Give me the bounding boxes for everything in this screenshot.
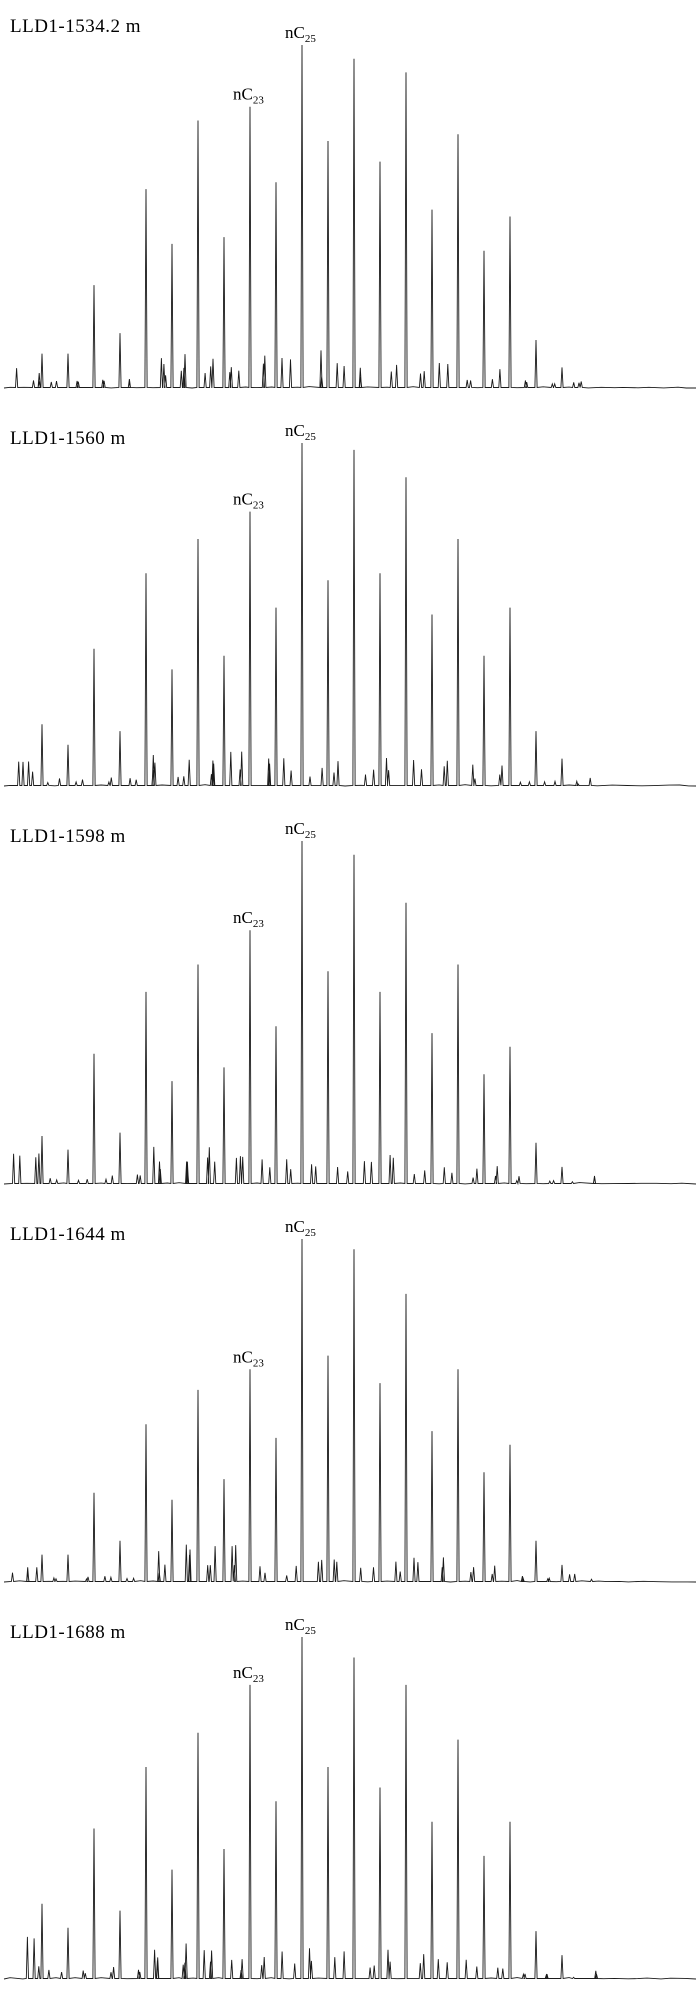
peak-annotation-nC25: nC25 (285, 1217, 316, 1239)
trace-line (3, 44, 696, 389)
chromatogram-panel: nC23 nC25 LLD1-1688 m (0, 1592, 700, 1989)
chromatogram-trace: nC23 nC25 (3, 421, 697, 787)
sample-depth-label: LLD1-1560 m (10, 428, 126, 449)
chromatogram-trace: nC23 nC25 (3, 23, 696, 389)
peak-annotation-nC25: nC25 (285, 1615, 316, 1637)
peak-annotation-nC23: nC23 (233, 1663, 264, 1685)
sample-depth-label: LLD1-1598 m (10, 826, 126, 847)
peak-annotation-nC23: nC23 (233, 1347, 264, 1369)
peak-annotation-nC23: nC23 (233, 490, 264, 512)
sample-depth-label: LLD1-1688 m (10, 1622, 126, 1643)
sample-depth-label: LLD1-1644 m (10, 1224, 126, 1245)
trace-line (3, 1238, 697, 1583)
chromatogram-panel: nC23 nC25 LLD1-1598 m (0, 796, 700, 1194)
chromatogram-panel: nC23 nC25 LLD1-1534.2 m (0, 0, 700, 398)
chromatogram-trace: nC23 nC25 (3, 1217, 697, 1583)
chromatogram-panel: nC23 nC25 LLD1-1560 m (0, 398, 700, 796)
peak-annotation-nC25: nC25 (285, 23, 316, 45)
trace-line (3, 1636, 697, 1980)
chromatogram-panel: nC23 nC25 LLD1-1644 m (0, 1194, 700, 1592)
peak-annotation-nC25: nC25 (285, 819, 316, 841)
peak-annotation-nC23: nC23 (233, 908, 264, 930)
sample-depth-label: LLD1-1534.2 m (10, 16, 142, 37)
peak-annotation-nC23: nC23 (233, 85, 264, 107)
trace-line (3, 442, 697, 787)
trace-line (3, 840, 697, 1186)
chromatogram-trace: nC23 nC25 (3, 819, 697, 1186)
peak-annotation-nC25: nC25 (285, 421, 316, 443)
chromatogram-trace: nC23 nC25 (3, 1615, 697, 1980)
